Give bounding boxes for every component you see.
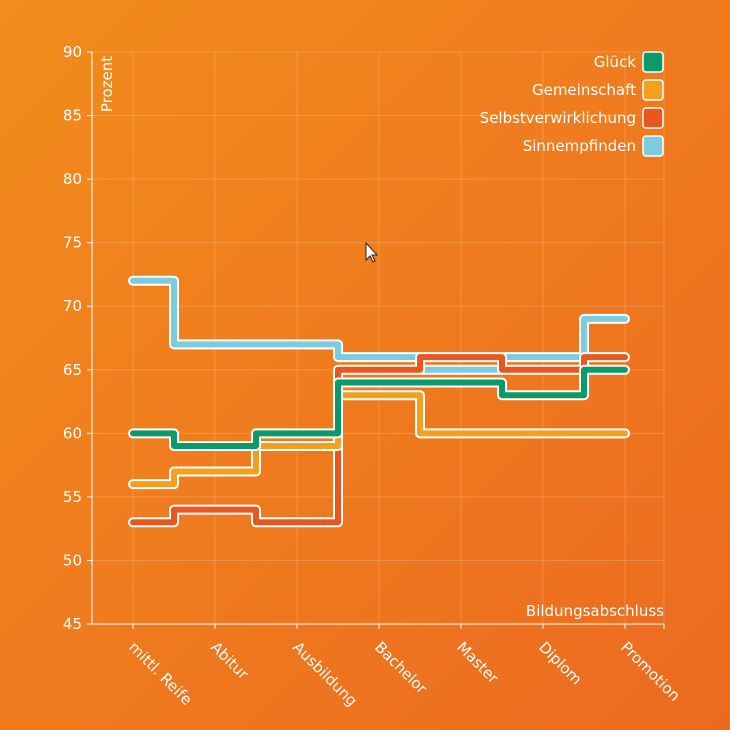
- y-tick-label: 60: [63, 424, 82, 442]
- axes: [87, 51, 665, 629]
- x-tick-label: mittl. Reife: [125, 638, 196, 709]
- legend-swatch: [642, 135, 664, 157]
- mouse-cursor-icon: [365, 241, 379, 263]
- grid-lines: [92, 51, 665, 624]
- legend-swatch: [642, 79, 664, 101]
- x-tick-label: Bachelor: [371, 638, 431, 698]
- series-line-selbstverwirklichung: [130, 354, 628, 526]
- legend-item: Glück: [594, 51, 664, 73]
- legend-item: Sinnempfinden: [523, 135, 664, 157]
- y-tick-labels: 45 50 55 60 65 70 75 80 85 90: [63, 43, 82, 633]
- y-tick-label: 55: [63, 488, 82, 506]
- x-tick-label: Ausbildung: [289, 638, 361, 710]
- series-lines: [128, 275, 630, 528]
- legend-label: Selbstverwirklichung: [480, 109, 636, 127]
- x-tick-labels: mittl. Reife Abitur Ausbildung Bachelor Mast…: [125, 638, 684, 710]
- x-tick-label: Promotion: [617, 638, 684, 705]
- y-tick-label: 90: [63, 43, 82, 61]
- x-axis-title: Bildungsabschluss: [526, 602, 664, 620]
- legend: Glück Gemeinschaft Selbstverwirklichung Sin…: [480, 51, 664, 157]
- x-tick-label: Master: [453, 638, 503, 688]
- legend-label: Sinnempfinden: [523, 137, 636, 155]
- x-tick-label: Diplom: [535, 638, 585, 688]
- y-tick-label: 75: [63, 234, 82, 252]
- y-tick-label: 70: [63, 297, 82, 315]
- series-line-gl-ck: [130, 366, 628, 450]
- y-tick-label: 85: [63, 107, 82, 125]
- legend-swatch: [642, 51, 664, 73]
- y-tick-label: 65: [63, 361, 82, 379]
- y-axis-title: Prozent: [98, 56, 116, 112]
- y-tick-label: 45: [63, 615, 82, 633]
- y-tick-label: 80: [63, 170, 82, 188]
- legend-label: Gemeinschaft: [532, 81, 636, 99]
- y-tick-label: 50: [63, 551, 82, 569]
- legend-item: Gemeinschaft: [532, 79, 664, 101]
- legend-label: Glück: [594, 53, 637, 71]
- legend-swatch: [642, 107, 664, 129]
- legend-item: Selbstverwirklichung: [480, 107, 664, 129]
- x-tick-label: Abitur: [207, 638, 252, 683]
